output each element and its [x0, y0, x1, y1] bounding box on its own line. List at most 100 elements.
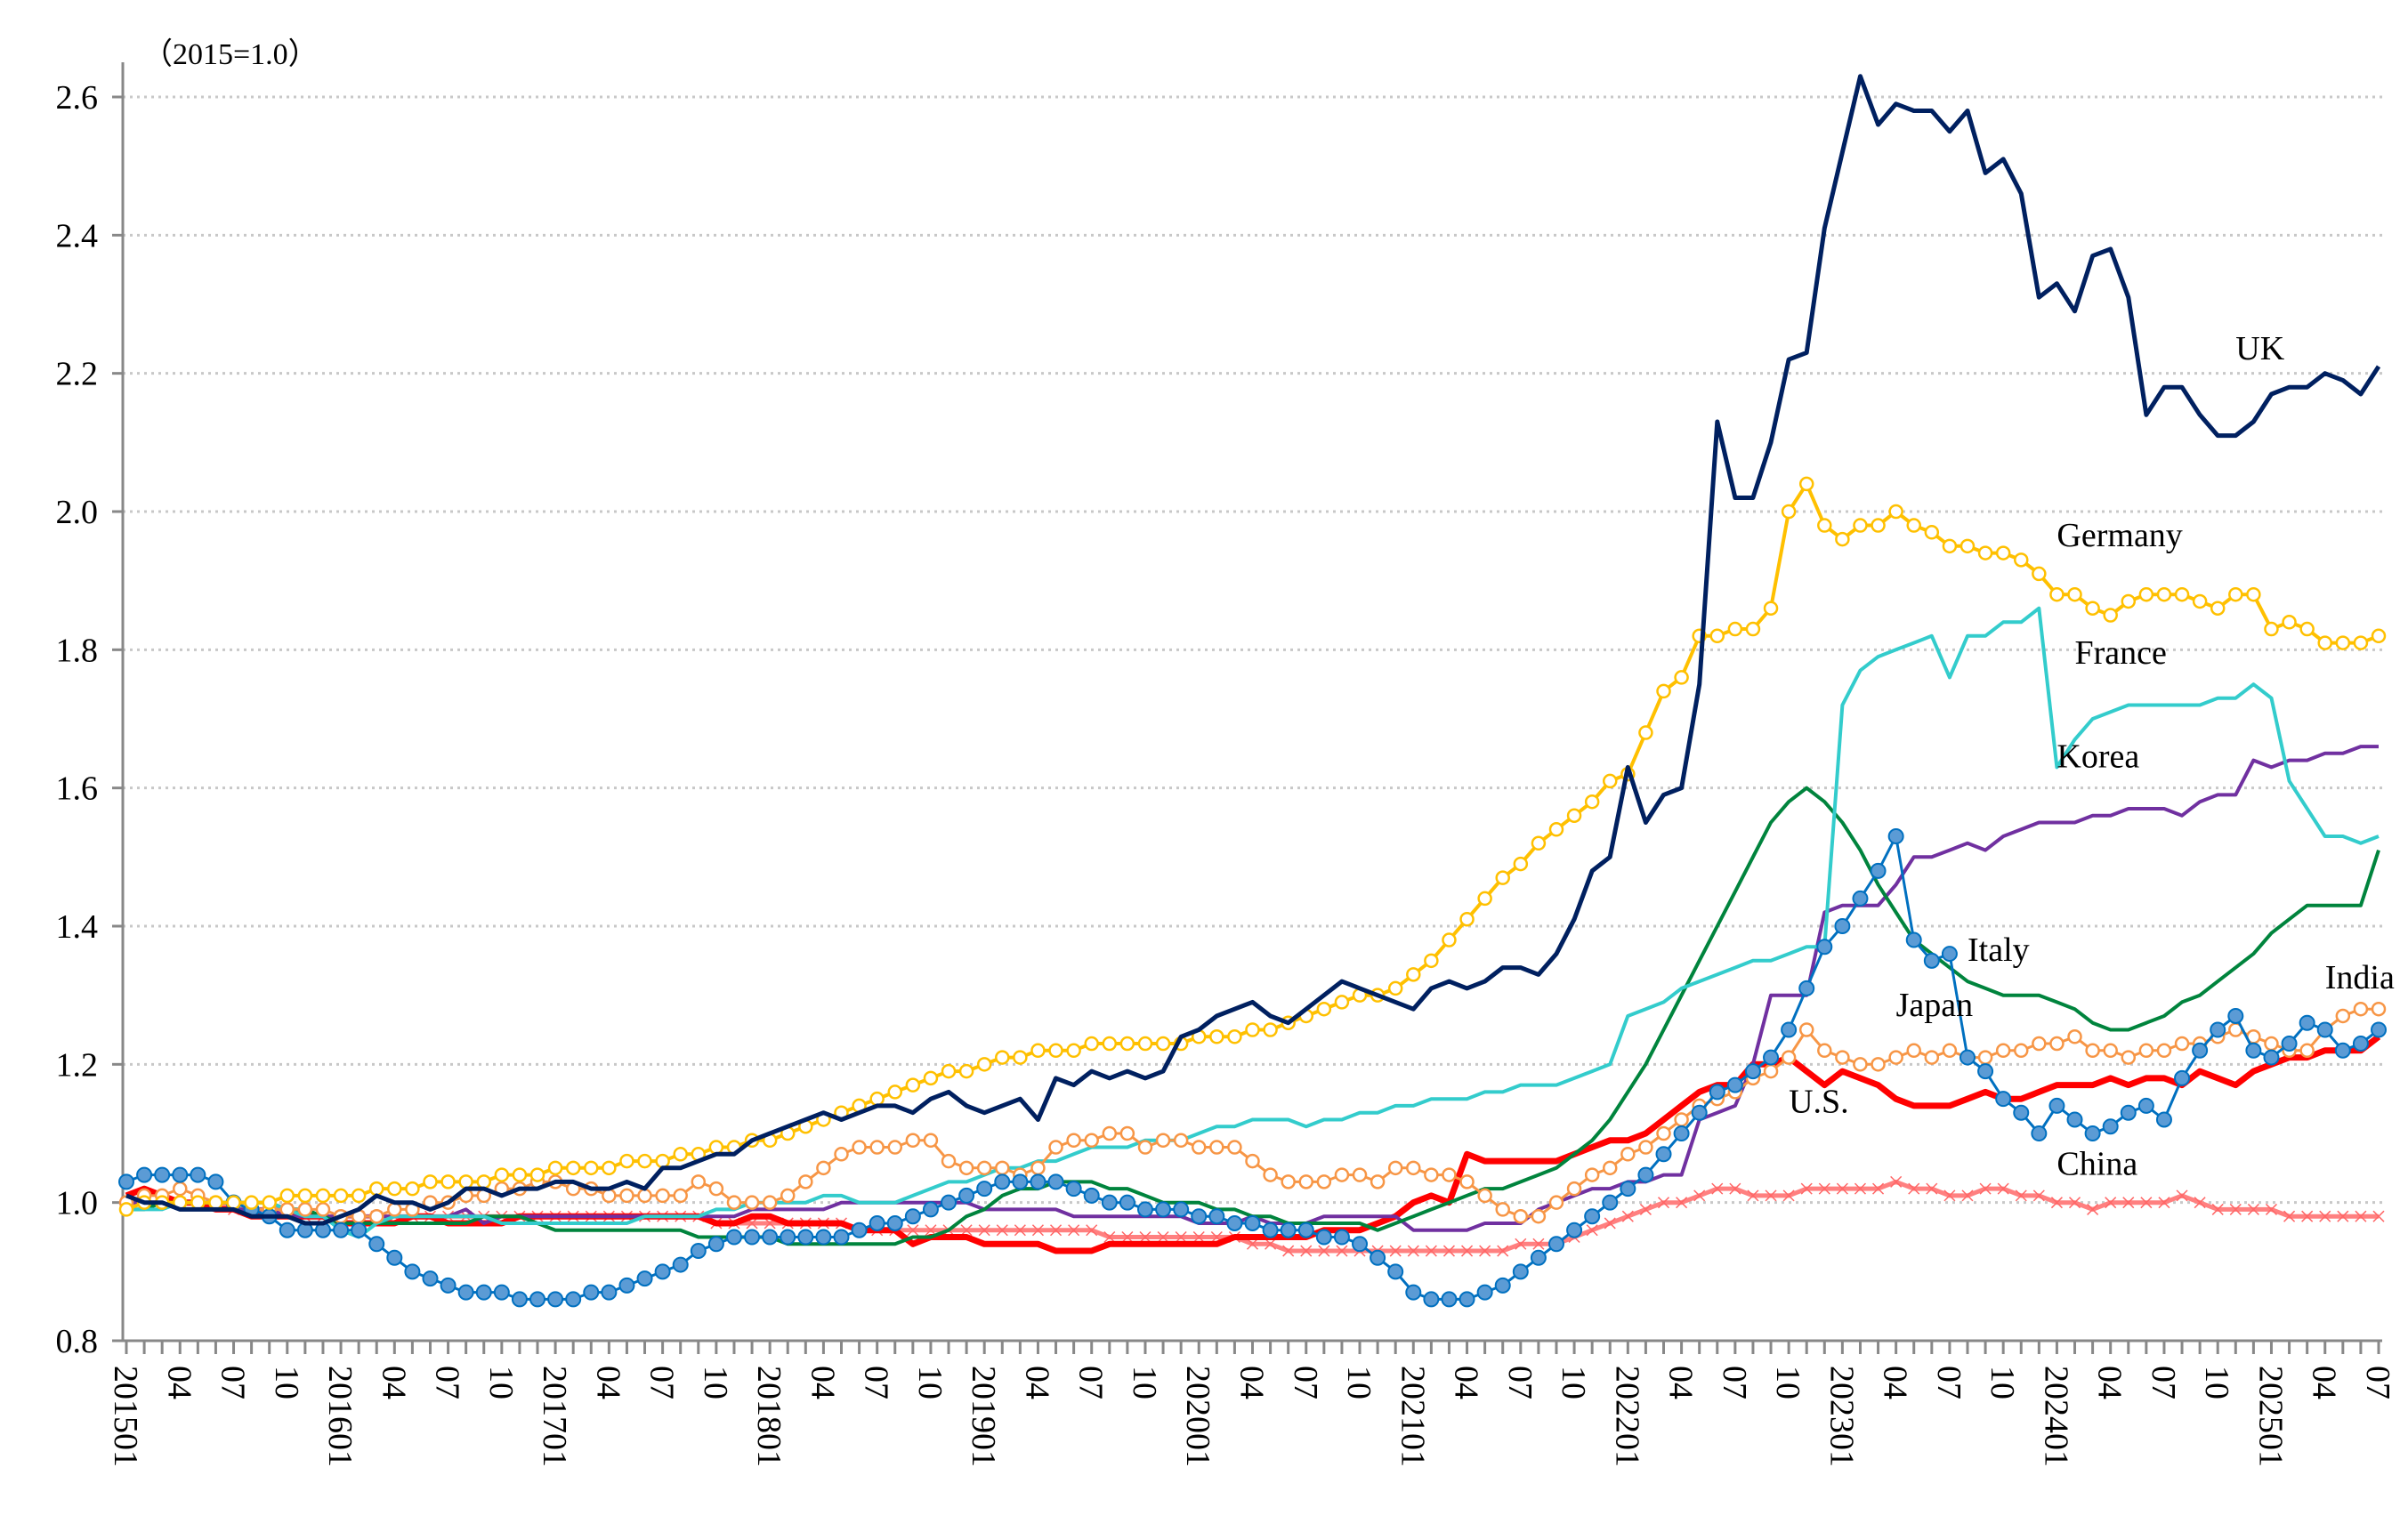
data-point	[279, 1202, 295, 1217]
data-point	[1245, 1153, 1260, 1169]
data-point	[798, 1174, 813, 1189]
data-point	[1494, 1277, 1511, 1294]
data-point	[1137, 1036, 1153, 1052]
data-point	[2229, 1203, 2242, 1215]
data-point	[440, 1174, 456, 1189]
data-point	[1961, 1189, 1974, 1202]
data-point	[1872, 1182, 1885, 1195]
data-point	[1226, 1214, 1243, 1231]
data-point	[2194, 1197, 2206, 1209]
data-point	[1441, 1291, 1458, 1308]
data-point	[1926, 1182, 1938, 1195]
data-point	[1763, 1049, 1780, 1066]
data-point	[1316, 1174, 1332, 1189]
data-point	[1566, 808, 1582, 823]
data-point	[1943, 1189, 1956, 1202]
data-point	[1941, 946, 1958, 963]
data-point	[333, 1222, 350, 1238]
data-point	[994, 1173, 1011, 1190]
data-point	[1942, 1043, 1958, 1059]
data-point	[565, 1291, 582, 1308]
data-point	[1103, 1230, 1116, 1244]
data-point	[2105, 1197, 2117, 1209]
data-point	[2263, 1049, 2280, 1066]
series-label-korea: Korea	[2056, 738, 2139, 775]
data-point	[2174, 1069, 2191, 1086]
data-point	[2014, 552, 2029, 568]
data-point	[2335, 1008, 2351, 1024]
data-point	[976, 1057, 992, 1072]
y-axis-ticks: 0.8 1.0 1.2 1.4 1.6 1.8 2.0 2.2 2.4 2.6	[56, 79, 123, 1360]
data-point	[154, 1166, 171, 1183]
data-point	[2049, 1036, 2065, 1052]
data-point	[1083, 1187, 1100, 1204]
data-point	[995, 1050, 1010, 1065]
data-point	[2176, 1189, 2188, 1202]
data-point	[387, 1181, 402, 1197]
x-tick-label: 07	[858, 1366, 895, 1399]
data-point	[1834, 918, 1851, 934]
data-point	[1908, 1182, 1920, 1195]
x-tick-label: 10	[1126, 1366, 1163, 1399]
data-point	[978, 1224, 990, 1237]
data-point	[995, 1160, 1010, 1176]
data-point	[925, 1224, 937, 1237]
data-point	[1836, 1182, 1848, 1195]
data-point	[1031, 1224, 1044, 1237]
data-point	[1854, 1182, 1867, 1195]
x-tick-label: 202501	[2251, 1366, 2289, 1467]
data-point	[762, 1229, 779, 1246]
data-point	[1620, 1147, 1636, 1162]
data-point	[2156, 586, 2172, 602]
data-point	[1888, 1050, 1903, 1065]
data-point	[1030, 1160, 1046, 1176]
y-tick-label: 1.2	[56, 1046, 99, 1084]
data-point	[1155, 1036, 1171, 1052]
data-point	[351, 1222, 368, 1238]
data-point	[1387, 980, 1403, 996]
data-point	[2192, 593, 2208, 609]
data-point	[1923, 952, 1940, 969]
data-point	[1406, 1160, 1421, 1176]
data-point	[404, 1263, 421, 1280]
data-point	[1102, 1125, 1118, 1141]
data-point	[1406, 967, 1421, 982]
data-point	[869, 1140, 885, 1155]
data-point	[2353, 1001, 2369, 1017]
data-point	[2140, 1197, 2153, 1209]
data-point	[1798, 1022, 1814, 1037]
data-point	[368, 1181, 384, 1197]
series-france	[126, 606, 2380, 1239]
x-tick-label: 201601	[321, 1366, 359, 1467]
data-point	[1459, 1291, 1475, 1308]
data-point	[2158, 1197, 2170, 1209]
data-point	[2352, 1036, 2369, 1052]
data-point	[1602, 1194, 1619, 1211]
data-point	[1246, 1238, 1259, 1250]
data-point	[1906, 518, 1921, 533]
data-point	[672, 1256, 689, 1273]
data-point	[1316, 1001, 1332, 1017]
data-point	[1139, 1230, 1151, 1244]
data-point	[297, 1188, 313, 1204]
data-point	[1924, 1050, 1940, 1065]
data-point	[1208, 1208, 1225, 1225]
x-tick-label: 04	[1233, 1366, 1271, 1399]
data-point	[637, 1153, 652, 1169]
data-point	[1816, 939, 1833, 956]
data-point	[1512, 1263, 1529, 1280]
data-point	[2299, 621, 2315, 637]
data-point	[1227, 1029, 1242, 1044]
y-tick-label: 2.6	[56, 79, 99, 117]
data-point	[1297, 1222, 1314, 1238]
data-point	[2103, 608, 2118, 623]
data-point	[2301, 1210, 2314, 1222]
x-tick-label: 04	[375, 1366, 412, 1399]
data-point	[654, 1263, 671, 1280]
series-label-italy: Italy	[1968, 931, 2030, 969]
data-point	[2246, 586, 2261, 602]
data-point	[2031, 1125, 2048, 1141]
data-point	[2156, 1043, 2172, 1059]
data-point	[368, 1236, 385, 1253]
